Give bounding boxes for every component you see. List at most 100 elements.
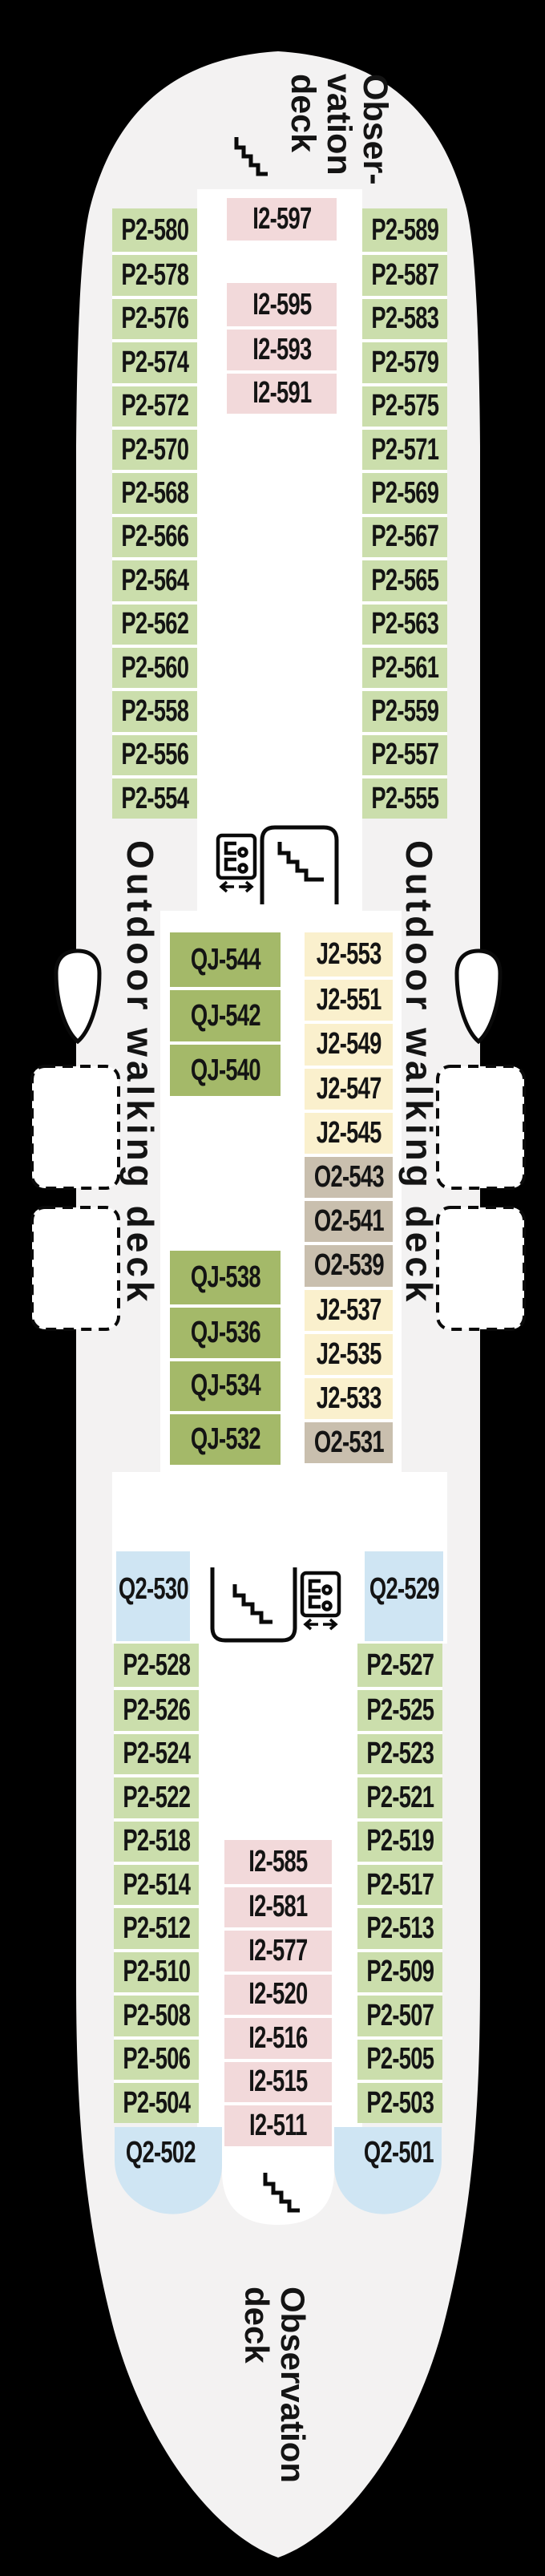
cabin-cell: P2-524 <box>114 1730 199 1775</box>
cabin-cell: P2-575 <box>362 382 447 427</box>
cabin-cell: P2-556 <box>112 731 197 776</box>
cabin-column-qj-forward: QJ-544 QJ-542 QJ-540 <box>170 932 281 1096</box>
elevator-icon <box>300 1571 341 1631</box>
cabin-cell: P2-513 <box>357 1905 442 1949</box>
cabin-cell: P2-576 <box>112 295 197 340</box>
cabin-cell: P2-504 <box>114 2079 199 2124</box>
elevator-icon <box>216 833 257 893</box>
cabin-cell: P2-557 <box>362 731 447 776</box>
cabin-column-center-forward: I2-595 I2-593 I2-591 <box>227 283 337 415</box>
stairs-icon <box>263 2173 300 2213</box>
cabin-cell: J2-551 <box>305 977 393 1021</box>
cabin-cell: I2-515 <box>224 2058 332 2102</box>
cabin-cell: I2-591 <box>227 370 337 415</box>
tender-boat-icon <box>30 1206 120 1331</box>
cabin-cell: P2-561 <box>362 644 447 689</box>
cabin-cell: P2-578 <box>112 252 197 296</box>
cabin-cell: P2-555 <box>362 775 447 819</box>
cabin-cell: P2-587 <box>362 252 447 296</box>
cabin-cell: P2-512 <box>114 1905 199 1949</box>
cabin-cell: J2-535 <box>305 1330 393 1375</box>
cabin-cell: J2-547 <box>305 1065 393 1110</box>
cabin-cell: I2-581 <box>224 1883 332 1927</box>
cabin-cell: P2-554 <box>112 775 197 819</box>
tender-boat-icon <box>436 1065 526 1190</box>
cabin-cell: Q2-502 <box>125 2135 196 2170</box>
cabin-cell: P2-507 <box>357 1992 442 2036</box>
cabin-cell: P2-583 <box>362 295 447 340</box>
cabin-cell: Q2-530 <box>116 1551 190 1641</box>
observation-deck-label-top: Obser- vation deck <box>284 74 394 185</box>
cabin-cell: I2-593 <box>227 326 337 370</box>
cabin-cell: I2-516 <box>224 2015 332 2059</box>
cabin-cell: P2-510 <box>114 1948 199 1993</box>
cabin-cell: O2-531 <box>305 1419 393 1464</box>
cabin-cell: P2-558 <box>112 688 197 732</box>
cabin-cell: P2-503 <box>357 2079 442 2124</box>
cabin-cell: QJ-536 <box>170 1304 281 1358</box>
tender-boat-icon <box>30 1065 120 1190</box>
cabin-cell: QJ-534 <box>170 1357 281 1412</box>
cabin-cell: QJ-540 <box>170 1041 281 1096</box>
cabin-cell: P2-523 <box>357 1730 442 1775</box>
cabin-cell: P2-508 <box>114 1992 199 2036</box>
cabin-cell: QJ-544 <box>170 932 281 987</box>
walkway-label-left: Outdoor walking deck <box>119 840 161 1306</box>
walkway-label-right: Outdoor walking deck <box>398 840 440 1306</box>
cabin-column-upper-right: P2-589 P2-587 P2-583 P2-579 P2-575 P2-57… <box>362 208 447 819</box>
cabin-cell: P2-570 <box>112 426 197 471</box>
observation-deck-label-bottom: Observation deck <box>238 2287 312 2484</box>
cabin-cell: P2-528 <box>114 1644 199 1688</box>
cabin-cell: I2-595 <box>227 283 337 327</box>
cabin-column-upper-left: P2-580 P2-578 P2-576 P2-574 P2-572 P2-57… <box>112 208 197 819</box>
cabin-cell: O2-543 <box>305 1153 393 1199</box>
cabin-cell: P2-525 <box>357 1687 442 1731</box>
cabin-column-qj-aft: QJ-538 QJ-536 QJ-534 QJ-532 <box>170 1251 281 1466</box>
cabin-cell: P2-521 <box>357 1774 442 1818</box>
cabin-cell: O2-539 <box>305 1242 393 1287</box>
cabin-cell: P2-514 <box>114 1861 199 1906</box>
cabin-cell: P2-527 <box>357 1644 442 1688</box>
cabin-cell: P2-560 <box>112 644 197 689</box>
cabin-cell: I2-585 <box>224 1840 332 1884</box>
cabin-cell: J2-553 <box>305 932 393 977</box>
cabin-cell: QJ-532 <box>170 1411 281 1466</box>
stairs-icon <box>232 1584 272 1624</box>
cabin-cell: P2-564 <box>112 557 197 601</box>
cabin-cell: P2-509 <box>357 1948 442 1993</box>
cabin-cell: QJ-538 <box>170 1251 281 1304</box>
cabin-cell: P2-517 <box>357 1861 442 1906</box>
stairs-icon <box>277 842 324 882</box>
cabin-cell: P2-559 <box>362 688 447 732</box>
stairs-icon <box>234 137 268 176</box>
stairwell-outline <box>260 825 339 904</box>
cabin-cell: I2-577 <box>224 1927 332 1971</box>
cabin-cell: P2-580 <box>112 208 197 253</box>
cabin-cell: P2-522 <box>114 1774 199 1818</box>
cabin-cell: J2-549 <box>305 1021 393 1066</box>
cabin-cell: P2-569 <box>362 470 447 514</box>
cabin-cell: O2-541 <box>305 1198 393 1243</box>
cabin-cell: I2-597 <box>227 195 337 241</box>
cabin-cell: P2-562 <box>112 601 197 645</box>
cabin-column-center-aft: I2-585 I2-581 I2-577 I2-520 I2-516 I2-51… <box>224 1840 332 2146</box>
cabin-cell: Q2-501 <box>363 2135 434 2170</box>
cabin-column-lower-right: P2-527 P2-525 P2-523 P2-521 P2-519 P2-51… <box>357 1644 442 2124</box>
cabin-cell: P2-579 <box>362 339 447 383</box>
cabin-cell: P2-519 <box>357 1818 442 1862</box>
cabin-cell: P2-518 <box>114 1818 199 1862</box>
left-right-arrows-icon <box>303 1618 338 1631</box>
cabin-cell: P2-566 <box>112 513 197 558</box>
cabin-cell: P2-506 <box>114 2036 199 2080</box>
tender-boat-icon <box>436 1206 526 1331</box>
cabin-cell: P2-565 <box>362 557 447 601</box>
cabin-cell: P2-574 <box>112 339 197 383</box>
cabin-cell: J2-533 <box>305 1374 393 1420</box>
left-right-arrows-icon <box>219 880 254 893</box>
q2-aft-zones <box>115 2127 442 2214</box>
lifeboat-icon <box>54 948 102 1045</box>
cabin-cell: I2-520 <box>224 1971 332 2015</box>
cabin-cell: P2-563 <box>362 601 447 645</box>
stairwell-outline <box>210 1567 297 1643</box>
